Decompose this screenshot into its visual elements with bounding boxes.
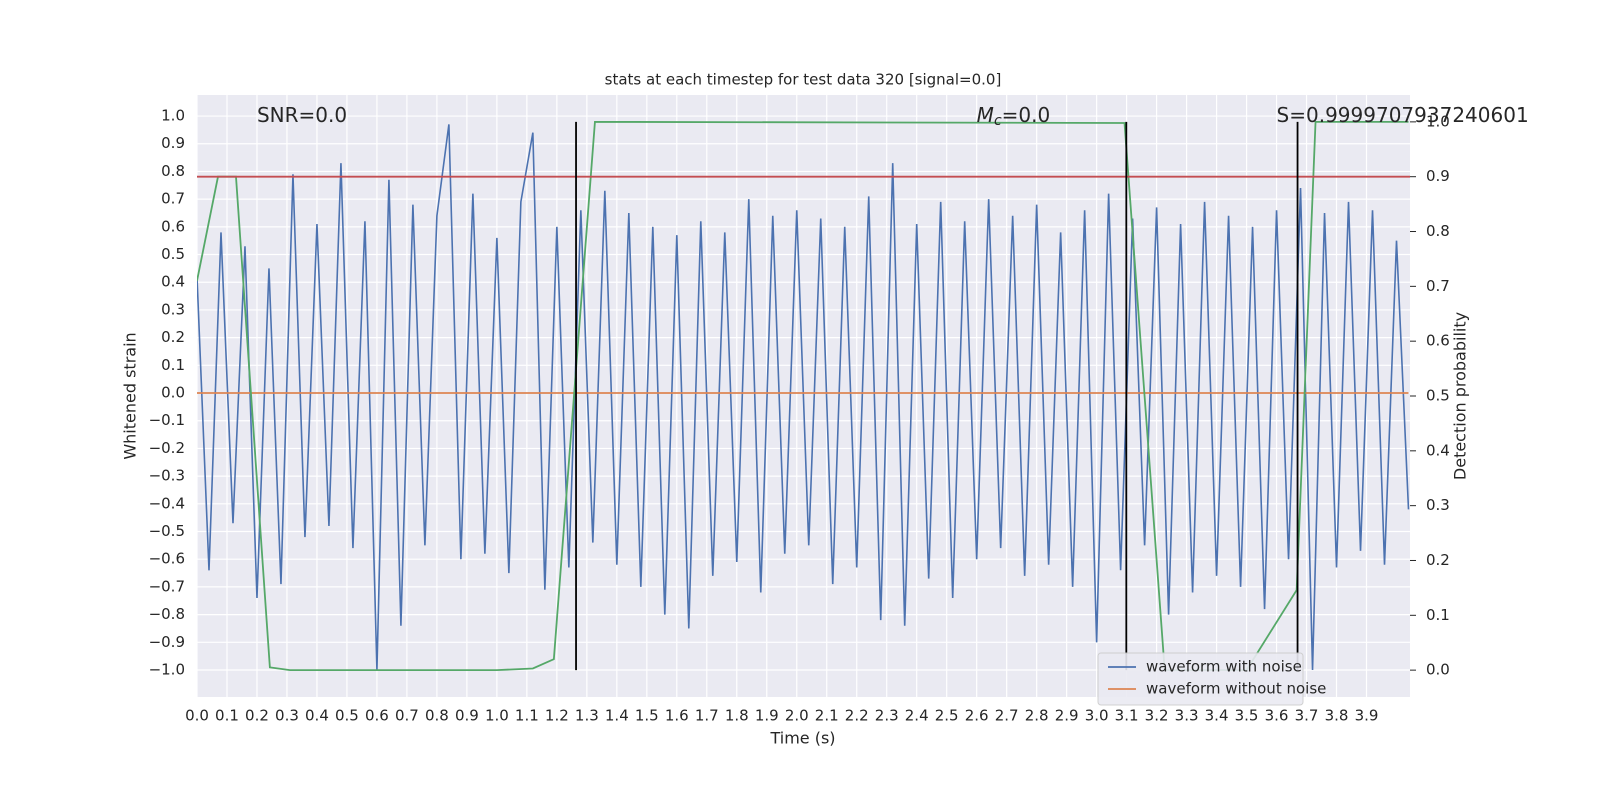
annotation-text: =0.0 (1002, 103, 1051, 127)
x-tick-label: 3.9 (1355, 707, 1379, 725)
y-tick-label: 0.9 (161, 134, 185, 152)
y-tick-label: −0.4 (149, 494, 185, 512)
y-tick-label: 0.1 (161, 356, 185, 374)
y2-tick-label: 0.9 (1426, 167, 1450, 185)
annotation-subscript: c (994, 113, 1002, 129)
series-line (197, 120, 1409, 672)
x-tick-label: 3.2 (1145, 707, 1169, 725)
x-tick-label: 3.6 (1265, 707, 1289, 725)
y-tick-label: 0.3 (161, 300, 185, 318)
y-tick-label: −0.1 (149, 411, 185, 429)
x-tick-label: 3.0 (1085, 707, 1109, 725)
y-tick-label: −0.3 (149, 467, 185, 485)
series-line (197, 124, 1410, 671)
x-tick-label: 1.3 (575, 707, 599, 725)
x-tick-label: 3.5 (1235, 707, 1259, 725)
annotation-text: S=0.9999707937240601 (1277, 103, 1529, 127)
x-tick-label: 2.8 (1025, 707, 1049, 725)
annotation-symbol: M (977, 103, 994, 127)
x-tick-label: 2.3 (875, 707, 899, 725)
y-tick-label: −0.7 (149, 577, 185, 595)
x-tick-label: 3.3 (1175, 707, 1199, 725)
x-tick-label: 1.4 (605, 707, 629, 725)
y2-tick-label: 0.6 (1426, 332, 1450, 350)
y-tick-label: 0.2 (161, 328, 185, 346)
annotation: S=0.9999707937240601 (1277, 103, 1529, 127)
x-tick-label: 1.2 (545, 707, 569, 725)
x-tick-label: 1.6 (665, 707, 689, 725)
legend-label: waveform without noise (1146, 680, 1326, 698)
y-tick-label: 0.5 (161, 245, 185, 263)
y2-tick-label: 0.3 (1426, 496, 1450, 514)
legend-box (1097, 652, 1304, 706)
x-axis-label: Time (s) (769, 729, 835, 748)
y2-tick-label: 0.1 (1426, 606, 1450, 624)
y2-tick-label: 0.4 (1426, 441, 1450, 459)
x-tick-label: 2.4 (905, 707, 929, 725)
x-tick-label: 2.5 (935, 707, 959, 725)
y-tick-label: 1.0 (161, 107, 185, 125)
y-axis-label: Whitened strain (121, 332, 140, 459)
x-tick-label: 0.7 (395, 707, 419, 725)
y2-tick-label: 0.0 (1426, 661, 1450, 679)
y-tick-label: 0.7 (161, 190, 185, 208)
y2-axis-label: Detection probability (1451, 312, 1470, 480)
y2-tick-label: 1.0 (1426, 112, 1450, 130)
y2-tick-label: 0.2 (1426, 551, 1450, 569)
y-tick-label: −0.5 (149, 522, 185, 540)
x-tick-label: 0.9 (455, 707, 479, 725)
x-tick-label: 3.1 (1115, 707, 1139, 725)
x-tick-label: 1.8 (725, 707, 749, 725)
y-tick-label: 0.0 (161, 384, 185, 402)
x-tick-label: 3.8 (1325, 707, 1349, 725)
x-tick-label: 3.4 (1205, 707, 1229, 725)
x-tick-label: 1.1 (515, 707, 539, 725)
x-tick-label: 0.3 (275, 707, 299, 725)
y-tick-label: −1.0 (149, 660, 185, 678)
y-tick-label: −0.9 (149, 633, 185, 651)
y-tick-label: 0.8 (161, 162, 185, 180)
legend-label: waveform with noise (1146, 658, 1302, 676)
x-tick-label: 2.1 (815, 707, 839, 725)
x-tick-label: 0.5 (335, 707, 359, 725)
y-tick-label: −0.8 (149, 605, 185, 623)
y-tick-label: 0.4 (161, 273, 185, 291)
x-tick-label: 1.9 (755, 707, 779, 725)
x-tick-label: 0.0 (185, 707, 209, 725)
x-tick-label: 2.6 (965, 707, 989, 725)
x-tick-label: 0.6 (365, 707, 389, 725)
x-tick-label: 2.9 (1055, 707, 1079, 725)
y2-tick-label: 0.5 (1426, 387, 1450, 405)
x-tick-label: 3.7 (1295, 707, 1319, 725)
y-tick-label: 0.6 (161, 217, 185, 235)
x-tick-label: 1.5 (635, 707, 659, 725)
annotation: Mc=0.0 (977, 103, 1051, 130)
y2-tick-label: 0.8 (1426, 222, 1450, 240)
x-tick-label: 0.2 (245, 707, 269, 725)
x-tick-label: 2.0 (785, 707, 809, 725)
x-tick-label: 2.2 (845, 707, 869, 725)
x-tick-label: 2.7 (995, 707, 1019, 725)
y-tick-label: −0.6 (149, 550, 185, 568)
annotation: SNR=0.0 (257, 103, 347, 127)
annotation-text: SNR=0.0 (257, 103, 347, 127)
x-tick-label: 1.0 (485, 707, 509, 725)
chart-title: stats at each timestep for test data 320… (605, 71, 1002, 89)
x-tick-label: 0.8 (425, 707, 449, 725)
x-tick-label: 1.7 (695, 707, 719, 725)
y2-tick-label: 0.7 (1426, 277, 1450, 295)
y-tick-label: −0.2 (149, 439, 185, 457)
x-tick-label: 0.1 (215, 707, 239, 725)
x-tick-label: 0.4 (305, 707, 329, 725)
